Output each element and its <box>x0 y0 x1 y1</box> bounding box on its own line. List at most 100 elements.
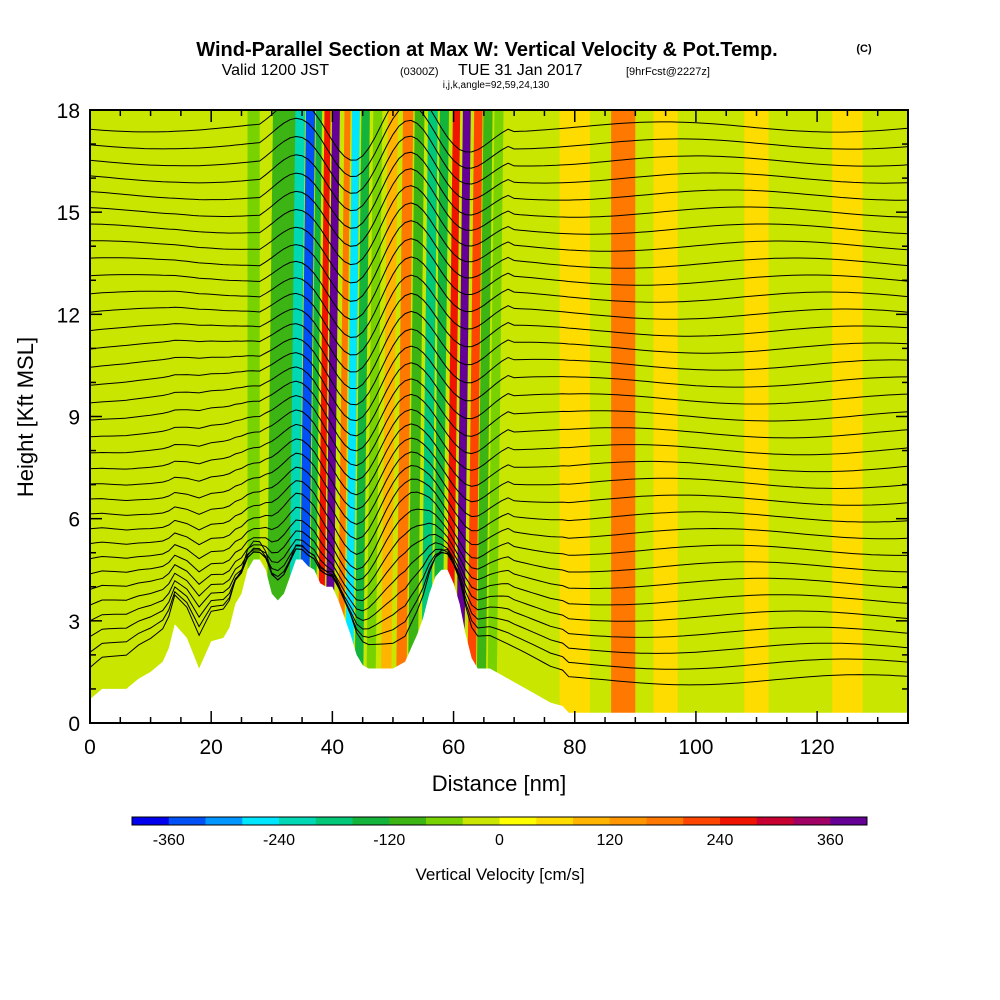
velocity-band <box>466 110 483 723</box>
terrain-mask <box>90 559 908 723</box>
colorbar-swatch <box>315 817 353 825</box>
y-axis-label: Height [Kft MSL] <box>13 337 38 497</box>
isentrope-line <box>90 256 908 338</box>
velocity-band <box>344 110 360 723</box>
colorbar-tick-label: 120 <box>596 832 623 849</box>
colorbar-swatch <box>279 817 317 825</box>
y-tick-label: 12 <box>57 304 80 327</box>
y-axis: 0 3 6 9 12 15 18 <box>57 100 908 736</box>
isentrope-line <box>90 393 908 467</box>
isentrope-line <box>90 423 908 496</box>
isentrope-line <box>90 478 908 555</box>
isentrope-line <box>90 540 908 686</box>
isentrope-line <box>90 451 908 525</box>
colorbar-swatch <box>168 817 206 825</box>
plot-area <box>90 110 908 723</box>
x-tick-label: 60 <box>442 736 465 759</box>
colorbar-swatch <box>352 817 390 825</box>
velocity-band <box>611 110 636 723</box>
x-tick-label: 100 <box>678 736 713 759</box>
isentrope-line <box>90 545 908 638</box>
x-tick-label: 120 <box>800 736 835 759</box>
y-tick-label: 0 <box>68 713 80 736</box>
isentrope-line <box>90 345 908 422</box>
velocity-band <box>744 110 769 723</box>
colorbar-swatch <box>499 817 537 825</box>
x-tick-label: 0 <box>84 736 96 759</box>
isentrope-line <box>90 220 908 302</box>
colorbar: -360 -240 -120 0 120 240 360 <box>131 816 868 849</box>
velocity-band <box>476 110 493 723</box>
isentrope-line <box>90 506 908 581</box>
colorbar-swatch <box>756 817 794 825</box>
isentrope-line <box>90 238 908 321</box>
valid-time-label: Valid 1200 JST <box>222 62 330 79</box>
isentrope-line <box>90 292 908 373</box>
y-tick-label: 3 <box>68 611 80 634</box>
colorbar-swatch <box>720 817 758 825</box>
velocity-band <box>214 110 233 723</box>
colorbar-swatch <box>389 817 427 825</box>
isentrope-line <box>90 464 908 540</box>
x-axis-label: Distance [nm] <box>432 771 567 796</box>
isentrope-line <box>90 110 908 178</box>
velocity-band <box>354 110 370 723</box>
grid-indices: i,j,k,angle=92,59,24,130 <box>443 80 550 91</box>
isentrope-line <box>90 378 908 452</box>
valid-utc: (0300Z) <box>400 66 439 78</box>
velocity-band <box>324 110 340 723</box>
colorbar-swatch <box>793 817 831 825</box>
isentrope-line <box>90 408 908 481</box>
velocity-band <box>420 110 438 723</box>
isentrope-line <box>90 519 908 591</box>
isentrope-line <box>90 151 908 229</box>
isentrope-line <box>90 491 908 571</box>
y-tick-label: 9 <box>68 407 80 430</box>
valid-date: TUE 31 Jan 2017 <box>458 62 583 79</box>
colorbar-label: Vertical Velocity [cm/s] <box>415 865 584 884</box>
y-tick-label: 6 <box>68 509 80 532</box>
colorbar-swatch <box>205 817 243 825</box>
colorbar-swatch <box>132 817 170 825</box>
colorbar-tick-label: 0 <box>495 832 504 849</box>
colorbar-swatch <box>683 817 721 825</box>
isentrope-line <box>90 437 908 511</box>
potential-temperature-contours <box>90 110 908 686</box>
isentrope-line <box>90 328 908 406</box>
isentrope-line <box>90 362 908 437</box>
isentrope-line <box>90 110 908 161</box>
velocity-band <box>288 110 306 723</box>
isentrope-line <box>90 310 908 390</box>
velocity-band <box>487 110 504 723</box>
copyright-mark: (C) <box>856 43 872 55</box>
x-tick-label: 80 <box>563 736 586 759</box>
y-tick-label: 15 <box>57 202 80 225</box>
colorbar-tick-label: -240 <box>263 832 295 849</box>
colorbar-swatch <box>609 817 647 825</box>
colorbar-swatch <box>426 817 464 825</box>
colorbar-swatch <box>242 817 280 825</box>
isentrope-line <box>90 547 908 670</box>
colorbar-tick-label: -120 <box>373 832 405 849</box>
velocity-band <box>432 110 449 723</box>
velocity-band <box>559 110 590 723</box>
colorbar-swatch <box>830 817 868 825</box>
colorbar-swatch <box>646 817 684 825</box>
colorbar-frame <box>131 816 868 826</box>
chart-title: Wind-Parallel Section at Max W: Vertical… <box>196 39 777 61</box>
isentrope-line <box>90 530 908 606</box>
velocity-band <box>445 110 461 723</box>
isentrope-line <box>90 168 908 247</box>
x-tick-label: 40 <box>321 736 344 759</box>
colorbar-tick-label: -360 <box>153 832 185 849</box>
velocity-band <box>653 110 678 723</box>
isentrope-line <box>90 202 908 284</box>
velocity-band <box>150 110 175 723</box>
isentrope-line <box>90 119 908 194</box>
isentrope-line <box>90 185 908 266</box>
isentrope-line <box>90 274 908 356</box>
colorbar-swatch <box>536 817 574 825</box>
isentrope-line <box>90 135 908 212</box>
x-tick-label: 20 <box>200 736 223 759</box>
